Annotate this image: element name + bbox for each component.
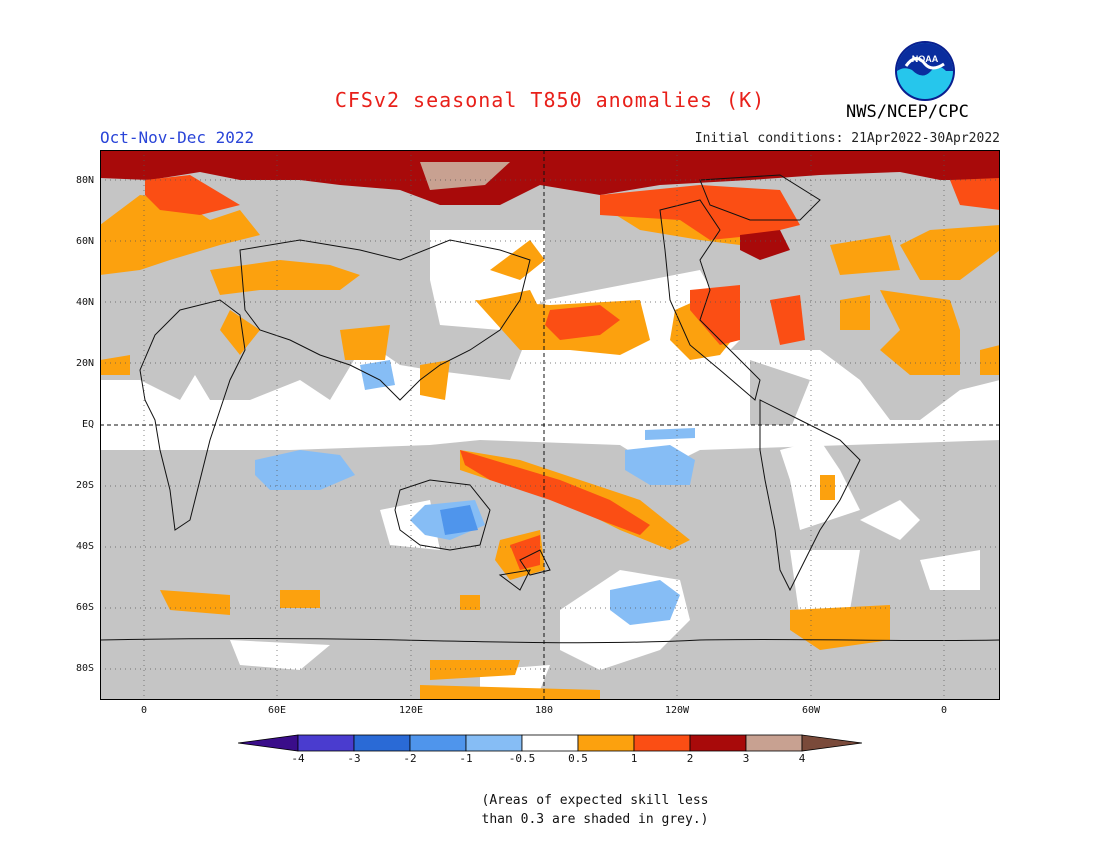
colorbar-tick: -0.5 xyxy=(508,752,536,765)
colorbar xyxy=(238,734,862,752)
colorbar-swatch xyxy=(409,734,467,752)
colorbar-swatch xyxy=(801,734,862,752)
colorbar-tick: 3 xyxy=(742,752,750,765)
initial-conditions-label: Initial conditions: 21Apr2022-30Apr2022 xyxy=(694,131,1000,146)
lon-label: 120W xyxy=(664,705,690,716)
colorbar-tick: -3 xyxy=(347,752,361,765)
lon-label: 0 xyxy=(940,705,948,716)
noaa-logo: NOAA xyxy=(895,41,955,101)
colorbar-swatch xyxy=(353,734,411,752)
map-title: CFSv2 seasonal T850 anomalies (K) xyxy=(334,88,766,112)
colorbar-swatch xyxy=(689,734,747,752)
colorbar-tick: 4 xyxy=(798,752,806,765)
arctic-warm-band xyxy=(100,150,1000,205)
colorbar-swatch xyxy=(577,734,635,752)
map-frame xyxy=(100,150,1000,700)
svg-text:NOAA: NOAA xyxy=(912,54,939,64)
lat-label: 20S xyxy=(75,480,94,491)
equator-and-dateline xyxy=(100,150,1000,700)
colorbar-tick: 2 xyxy=(686,752,694,765)
lat-label: 80N xyxy=(75,175,94,186)
continent-outlines xyxy=(100,174,1000,644)
colorbar-tick: -4 xyxy=(291,752,305,765)
cool-anomaly-medium-blue xyxy=(440,505,478,535)
colorbar-swatch xyxy=(745,734,803,752)
lon-label: 120E xyxy=(398,705,424,716)
season-label: Oct-Nov-Dec 2022 xyxy=(100,128,255,147)
lat-label: EQ xyxy=(81,419,94,430)
colorbar-swatch xyxy=(238,734,299,752)
colorbar-swatch xyxy=(633,734,691,752)
lat-label: 20N xyxy=(75,358,94,369)
lon-label: 60E xyxy=(267,705,287,716)
colorbar-tick: -1 xyxy=(459,752,473,765)
colorbar-swatch xyxy=(521,734,579,752)
lat-label: 60N xyxy=(75,236,94,247)
colorbar-swatch xyxy=(465,734,523,752)
lon-label: 180 xyxy=(534,705,554,716)
colorbar-tick: -2 xyxy=(403,752,417,765)
colorbar-swatch xyxy=(297,734,355,752)
lat-label: 40S xyxy=(75,541,94,552)
lon-label: 60W xyxy=(801,705,821,716)
lat-label: 40N xyxy=(75,297,94,308)
warm-anomaly-darkred xyxy=(740,230,790,260)
warm-anomaly-red xyxy=(145,175,1000,570)
lat-label: 80S xyxy=(75,663,94,674)
anomaly-map xyxy=(100,150,1000,700)
lon-label: 0 xyxy=(140,705,148,716)
colorbar-tick: 0.5 xyxy=(568,752,588,765)
lat-label: 60S xyxy=(75,602,94,613)
skill-note-line-2: than 0.3 are shaded in grey.) xyxy=(481,812,709,827)
colorbar-tick: 1 xyxy=(630,752,638,765)
agency-label: NWS/NCEP/CPC xyxy=(846,102,969,122)
skill-note-line-1: (Areas of expected skill less xyxy=(481,793,709,808)
